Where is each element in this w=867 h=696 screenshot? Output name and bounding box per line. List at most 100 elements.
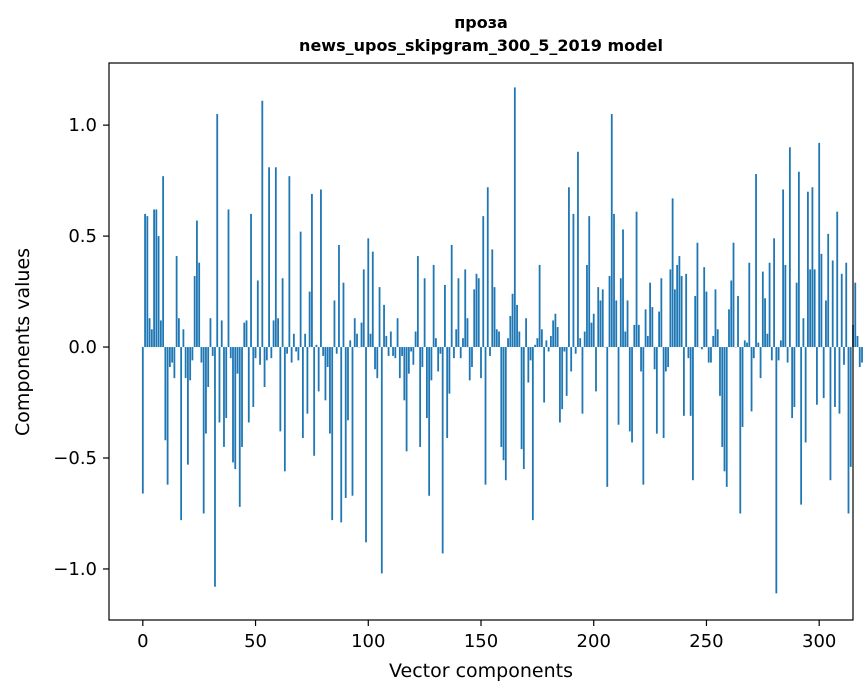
bar-component-21 [189,347,192,381]
bar-component-148 [475,273,478,348]
bar-component-34 [218,347,221,423]
bar-component-104 [376,347,379,379]
bar-component-285 [784,264,787,348]
bar-component-142 [462,338,464,348]
bar-component-1 [144,213,146,348]
bar-component-74 [308,291,311,348]
bar-component-162 [507,338,509,348]
bar-component-208 [610,114,613,348]
bar-component-294 [804,347,807,443]
bar-component-109 [387,347,390,356]
bar-component-156 [493,287,496,348]
bar-component-76 [313,347,316,456]
bar-component-306 [831,260,834,348]
bar-component-215 [626,300,629,348]
bar-component-173 [531,347,534,521]
bar-component-300 [818,142,821,348]
bar-component-115 [401,347,403,356]
y-tick-label: −1.0 [53,559,97,580]
bar-component-151 [482,216,485,348]
bar-component-120 [412,347,415,365]
bar-component-210 [615,300,618,348]
bar-component-198 [588,216,591,348]
bar-component-55 [265,347,268,361]
bar-component-80 [322,347,325,356]
bar-component-292 [800,347,803,505]
bar-component-278 [768,262,771,348]
bar-component-231 [662,347,665,439]
bar-component-225 [649,282,651,348]
bar-component-180 [547,347,550,352]
bar-component-161 [504,347,507,481]
bar-component-42 [236,347,239,374]
bar-component-126 [425,347,428,419]
bar-component-22 [191,347,194,361]
y-tick-label: −0.5 [53,448,97,469]
bar-component-54 [263,347,266,387]
bar-component-2 [146,216,149,348]
bar-component-61 [279,347,282,432]
y-axis-ticks: 1.0 0.5 0.0 −0.5 −1.0 [53,115,109,580]
x-tick-label: 300 [802,631,836,652]
bar-component-72 [304,333,307,348]
bar-component-222 [642,347,645,485]
bar-component-177 [540,329,543,348]
bar-component-52 [259,347,261,365]
bar-component-286 [786,347,789,363]
bar-component-130 [435,338,437,348]
bar-component-4 [150,329,153,348]
bar-component-221 [640,347,642,372]
bar-component-191 [572,213,575,348]
bar-component-311 [843,347,845,365]
bar-component-226 [651,307,654,348]
bar-component-235 [671,198,674,348]
bar-component-303 [825,300,827,348]
bar-component-256 [719,347,721,396]
x-tick-label: 100 [351,631,385,652]
bar-component-227 [653,347,656,370]
bar-component-5 [153,209,155,348]
bar-component-144 [466,318,469,348]
y-tick-label: 1.0 [68,115,97,136]
bar-component-302 [822,347,825,399]
bar-component-28 [205,347,207,434]
bar-component-277 [766,333,769,348]
bar-component-252 [710,347,712,363]
bar-component-240 [683,347,685,416]
bar-component-184 [556,327,559,348]
bar-component-178 [543,347,546,403]
x-tick-label: 0 [137,631,148,652]
bar-component-213 [622,229,624,348]
bar-component-39 [229,347,232,359]
bar-component-145 [468,347,471,381]
bar-component-44 [241,347,243,447]
bar-component-128 [430,347,433,381]
bar-component-295 [807,191,809,348]
bar-component-45 [243,322,246,348]
bar-component-262 [732,242,735,348]
bar-component-301 [820,253,823,348]
bar-component-179 [545,340,548,348]
bar-component-125 [423,278,426,348]
bar-component-216 [628,347,631,432]
bar-component-8 [159,320,162,348]
bar-component-200 [592,313,595,348]
bar-component-232 [664,347,667,372]
bar-component-250 [705,291,708,348]
bar-component-195 [581,347,584,414]
bar-component-155 [491,249,494,348]
bar-component-82 [326,347,329,368]
bar-component-163 [509,315,512,348]
bar-component-289 [793,347,796,407]
bar-component-81 [324,347,327,401]
bar-component-291 [797,171,800,348]
bar-component-65 [288,176,291,348]
bar-component-35 [220,320,223,348]
bar-component-266 [741,347,744,427]
bar-component-199 [590,322,593,348]
bar-component-127 [428,347,431,496]
bar-component-86 [335,347,338,354]
bar-component-168 [520,347,523,450]
bar-component-209 [613,213,615,348]
bar-component-152 [484,347,487,485]
